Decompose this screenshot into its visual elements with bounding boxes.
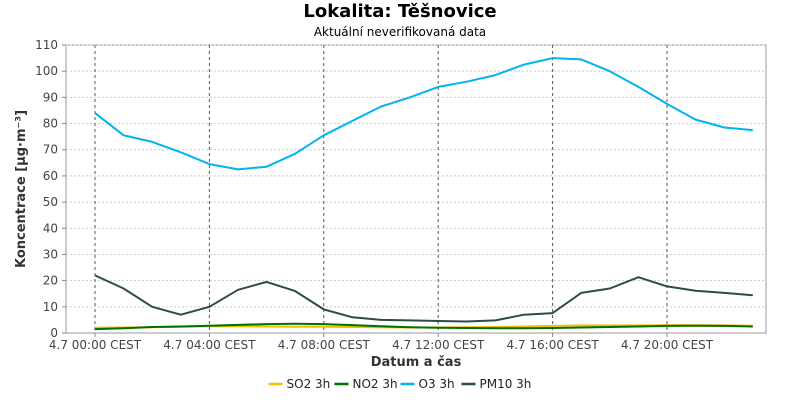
y-tick-label: 30 [43,247,58,261]
series-line-pm10-3h [94,274,753,323]
series-line-no2-3h [94,322,753,331]
legend-label: NO2 3h [353,377,398,391]
series-lines [94,57,753,331]
legend-item-no2-3h: NO2 3h [334,377,398,391]
y-tick-label: 40 [43,221,58,235]
legend-label: PM10 3h [480,377,532,391]
plot-area [65,44,767,334]
plot-background [65,44,767,334]
x-tick-label: 4.7 04:00 CEST [163,338,256,352]
legend-item-so2-3h: SO2 3h [268,377,331,391]
y-tick-label: 60 [43,169,58,183]
legend-label: SO2 3h [287,377,331,391]
series-line-o3-3h [94,57,753,171]
y-tick-label: 100 [35,64,58,78]
y-tick-label: 90 [43,90,58,104]
y-tick-label: 80 [43,117,58,131]
y-tick-label: 10 [43,300,58,314]
x-tick-label: 4.7 08:00 CEST [278,338,371,352]
y-axis-ticks: 0 10 20 30 40 50 60 70 80 90 100 110 [35,38,66,340]
chart-subtitle: Aktuální neverifikovaná data [314,25,486,39]
x-tick-label: 4.7 16:00 CEST [506,338,599,352]
y-tick-label: 70 [43,143,58,157]
legend-item-pm10-3h: PM10 3h [461,377,532,391]
grid-lines [66,44,766,333]
chart-title: Lokalita: Těšnovice [303,1,496,22]
y-axis-label: Koncentrace [µg·m⁻³] [14,110,29,268]
x-axis-label: Datum a čas [371,355,462,370]
y-tick-label: 0 [50,326,58,340]
x-tick-label: 4.7 12:00 CEST [392,338,485,352]
y-tick-label: 110 [35,38,58,52]
legend-label: O3 3h [419,377,455,391]
y-tick-label: 50 [43,195,58,209]
legend-item-o3-3h: O3 3h [400,377,455,391]
x-axis-ticks: 4.7 00:00 CEST 4.7 04:00 CEST 4.7 08:00 CE… [49,333,714,352]
x-tick-label: 4.7 00:00 CEST [49,338,142,352]
legend: SO2 3h NO2 3h O3 3h PM10 3h [268,377,532,391]
x-tick-label: 4.7 20:00 CEST [621,338,714,352]
y-tick-label: 20 [43,274,58,288]
